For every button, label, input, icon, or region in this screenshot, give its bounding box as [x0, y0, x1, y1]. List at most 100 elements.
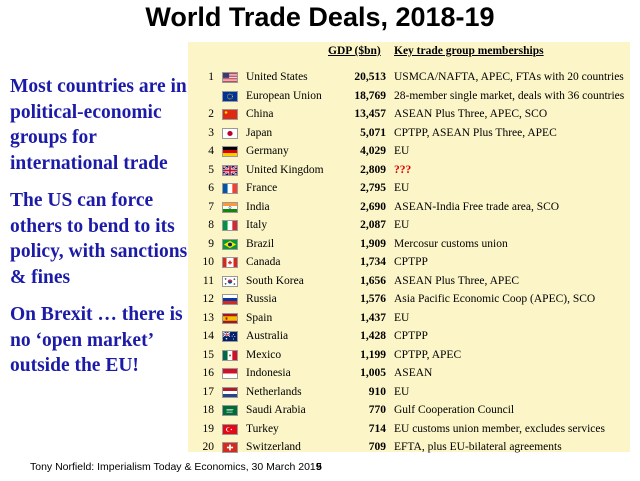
gdp-cell: 714	[368, 422, 386, 435]
groups-cell: EFTA, plus EU-bilateral agreements	[394, 441, 562, 453]
table-row: 16 Indonesia 1,005 ASEAN	[188, 366, 630, 383]
gdp-cell: 2,690	[360, 200, 386, 213]
gdp-cell: 1,734	[360, 256, 386, 268]
us-flag-icon	[222, 72, 238, 83]
table-row: 8 Italy 2,087 EU	[188, 218, 630, 235]
gdp-cell: 2,795	[360, 182, 386, 194]
groups-cell: ASEAN Plus Three, APEC, SCO	[394, 108, 548, 120]
rank-cell: 8	[208, 219, 214, 231]
groups-cell: CPTPP, APEC	[394, 348, 462, 361]
rank-cell: 13	[202, 311, 215, 324]
gdp-cell: 20,513	[354, 71, 386, 83]
gdp-cell: 2,809	[360, 163, 386, 176]
country-cell: Canada	[246, 256, 281, 268]
table-row: 5 United Kingdom 2,809???	[188, 163, 630, 180]
gdp-cell: 4,029	[360, 145, 386, 157]
groups-cell: EU	[394, 311, 410, 324]
gdp-cell: 18,769	[354, 89, 386, 102]
gdp-cell: 1,437	[360, 311, 386, 324]
table-row: 9 Brazil 1,909 Mercosur customs union	[188, 237, 630, 254]
country-cell: Japan	[246, 126, 273, 139]
country-cell: Indonesia	[246, 367, 291, 379]
groups-cell: EU	[394, 385, 410, 398]
rank-cell: 19	[202, 422, 215, 435]
rank-cell: 5	[208, 163, 214, 176]
gdp-cell: 910	[368, 385, 386, 398]
rank-cell: 17	[202, 385, 215, 398]
trade-table: GDP ($bn) Key trade group memberships 1 U…	[188, 42, 630, 453]
table-row: 13 Spain 1,437 EU	[188, 311, 630, 328]
netherlands-flag-icon	[222, 386, 238, 398]
footer-credit: Tony Norfield: Imperialism Today & Econo…	[30, 461, 322, 473]
table-row: 18 Saudi Arabia 770 Gulf Cooperation Counci…	[188, 403, 630, 420]
mexico-flag-icon	[222, 349, 238, 361]
table-row: European Union 18,769 28-member single mar…	[188, 89, 630, 106]
gdp-cell: 1,005	[360, 367, 386, 379]
eu-flag-icon	[222, 90, 238, 102]
australia-flag-icon	[222, 331, 238, 342]
gdp-cell: 1,199	[360, 348, 386, 361]
country-cell: Spain	[246, 311, 273, 324]
rank-cell: 14	[202, 330, 215, 342]
india-flag-icon	[222, 201, 238, 213]
gdp-cell: 1,576	[360, 293, 386, 305]
indonesia-flag-icon	[222, 368, 238, 379]
table-row: 1 United States 20,513 USMCA/NAFTA, APEC, F…	[188, 70, 630, 87]
gdp-cell: 1,656	[360, 274, 386, 287]
country-cell: Saudi Arabia	[246, 404, 306, 416]
groups-cell: CPTPP, ASEAN Plus Three, APEC	[394, 126, 557, 139]
groups-cell: Gulf Cooperation Council	[394, 404, 515, 416]
table-row: 17 Netherlands 910 EU	[188, 385, 630, 402]
country-cell: United States	[246, 71, 308, 83]
groups-cell: EU	[394, 145, 410, 157]
groups-cell: EU	[394, 219, 410, 231]
bullet-list: Most countries are in political-economic…	[10, 74, 188, 391]
japan-flag-icon	[222, 127, 238, 139]
table-row: 10 Canada 1,734 CPTPP	[188, 255, 630, 272]
country-cell: France	[246, 182, 278, 194]
gdp-cell: 1,428	[360, 330, 386, 342]
country-cell: Switzerland	[246, 441, 301, 453]
groups-cell: ASEAN	[394, 367, 433, 379]
groups-cell: ???	[394, 163, 412, 176]
rank-cell: 7	[208, 200, 214, 213]
table-row: 14 Australia 1,428 CPTPP	[188, 329, 630, 346]
table-row: 2 China 13,457 ASEAN Plus Three, APEC, SCO	[188, 107, 630, 124]
table-row: 3 Japan 5,071 CPTPP, ASEAN Plus Three, APEC	[188, 126, 630, 143]
bullet-text: Most countries are in political-economic…	[10, 76, 187, 174]
russia-flag-icon	[222, 294, 238, 305]
groups-cell: ASEAN-India Free trade area, SCO	[394, 200, 560, 213]
spain-flag-icon	[222, 312, 238, 324]
groups-cell: CPTPP	[394, 330, 428, 342]
uk-flag-icon	[222, 164, 238, 176]
china-flag-icon	[222, 109, 238, 120]
saudi-arabia-flag-icon	[222, 405, 238, 416]
page-number: 5	[316, 461, 322, 473]
country-cell: Netherlands	[246, 385, 302, 398]
rank-cell: 11	[202, 274, 214, 287]
country-cell: Germany	[246, 145, 289, 157]
france-flag-icon	[222, 183, 238, 194]
gdp-cell: 13,457	[354, 108, 386, 120]
table-row: 20 Switzerland 709 EFTA, plus EU-bilateral …	[188, 440, 630, 457]
table-row: 4 Germany 4,029 EU	[188, 144, 630, 161]
italy-flag-icon	[222, 220, 238, 231]
slide-title: World Trade Deals, 2018-19	[145, 2, 495, 32]
switzerland-flag-icon	[222, 442, 238, 453]
rank-cell: 9	[208, 237, 214, 250]
rank-cell: 16	[202, 367, 215, 379]
country-cell: India	[246, 200, 270, 213]
germany-flag-icon	[222, 146, 238, 157]
gdp-cell: 2,087	[360, 219, 386, 231]
south-korea-flag-icon	[222, 275, 238, 287]
rank-cell: 20	[202, 441, 215, 453]
canada-flag-icon	[222, 257, 238, 268]
bullet-text: On Brexit … there is no ‘open market’ ou…	[10, 304, 183, 376]
country-cell: United Kingdom	[246, 163, 324, 176]
groups-cell: Asia Pacific Economic Coop (APEC), SCO	[394, 293, 596, 305]
brazil-flag-icon	[222, 238, 238, 250]
country-cell: Brazil	[246, 237, 275, 250]
groups-cell: ASEAN Plus Three, APEC	[394, 274, 520, 287]
groups-cell: EU customs union member, excludes servic…	[394, 422, 605, 435]
rank-cell: 18	[202, 404, 215, 416]
